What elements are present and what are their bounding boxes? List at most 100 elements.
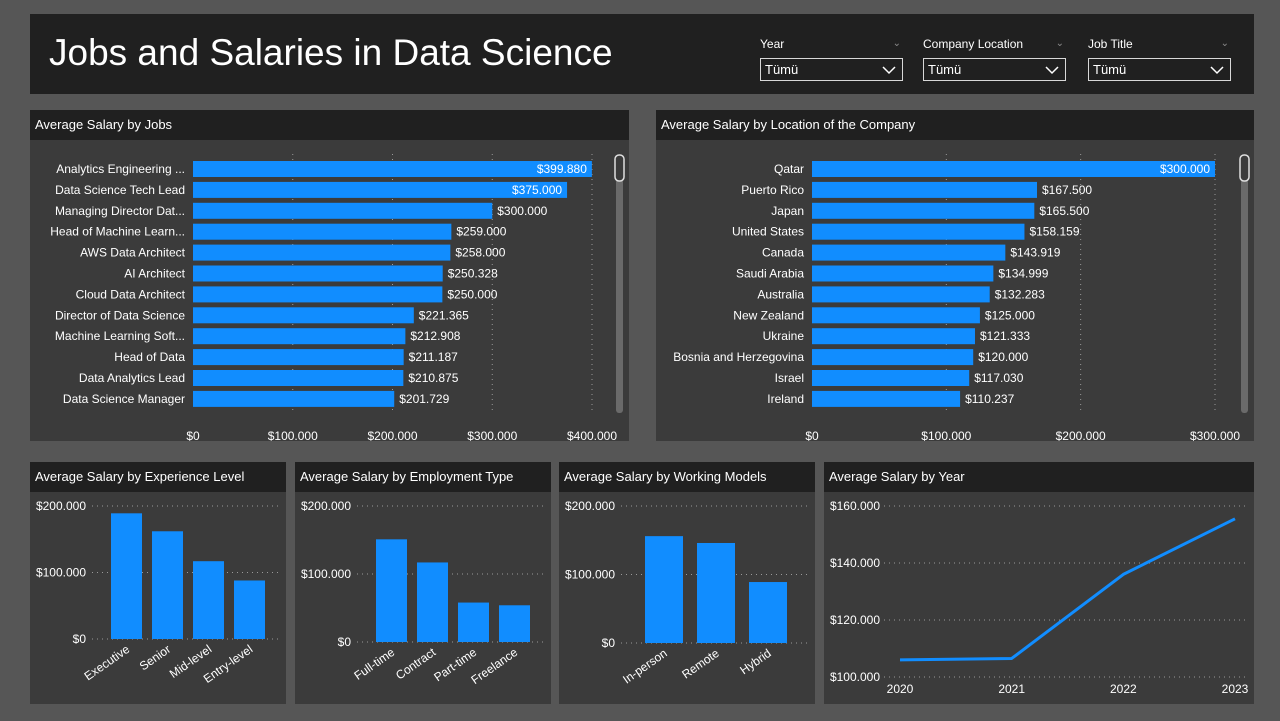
x-tick-label: $300.000 bbox=[1190, 429, 1240, 441]
y-tick-label: $100.000 bbox=[301, 567, 351, 581]
data-label: $120.000 bbox=[978, 350, 1028, 364]
bar bbox=[697, 542, 735, 643]
year-filter-label: Year bbox=[760, 37, 785, 51]
bar bbox=[234, 580, 265, 639]
x-tick-label: 2021 bbox=[998, 682, 1025, 696]
scrollbar-track bbox=[616, 155, 623, 413]
employment-bar-chart: $0$100.000$200.000Full-timeContractPart-… bbox=[301, 499, 545, 687]
chevron-down-icon[interactable]: ⌄ bbox=[892, 38, 901, 49]
job-title-dropdown[interactable]: Tümü bbox=[1088, 58, 1231, 81]
chart-title: Average Salary by Working Models bbox=[559, 462, 815, 492]
chevron-down-icon bbox=[882, 66, 896, 75]
category-label: Japan bbox=[771, 204, 804, 218]
working-models-chart-panel: Average Salary by Working Models $0 $100.… bbox=[559, 462, 815, 704]
year-dropdown-value: Tümü bbox=[765, 62, 799, 77]
year-dropdown[interactable]: Tümü bbox=[760, 58, 903, 81]
bar bbox=[193, 286, 443, 303]
y-tick-label: $0 bbox=[602, 636, 616, 650]
category-label: Full-time bbox=[351, 645, 397, 683]
x-tick-label: $100.000 bbox=[921, 429, 971, 441]
x-tick-label: $0 bbox=[186, 429, 200, 441]
bar bbox=[812, 161, 1215, 177]
job-title-filter-label: Job Title bbox=[1088, 37, 1133, 51]
category-label: Director of Data Science bbox=[55, 308, 185, 322]
category-label: Remote bbox=[679, 646, 722, 682]
category-label: Puerto Rico bbox=[741, 183, 804, 197]
data-label: $300.000 bbox=[1160, 162, 1210, 176]
bar bbox=[749, 582, 787, 643]
bar bbox=[193, 202, 493, 219]
scrollbar-track bbox=[1241, 155, 1248, 413]
bar bbox=[111, 513, 142, 639]
bar bbox=[645, 536, 683, 643]
x-tick-label: 2023 bbox=[1222, 682, 1249, 696]
data-label: $110.237 bbox=[965, 392, 1014, 406]
chevron-down-icon bbox=[1045, 66, 1059, 75]
category-label: Contract bbox=[393, 645, 439, 683]
bar bbox=[812, 286, 990, 303]
category-label: Machine Learning Soft... bbox=[55, 329, 185, 343]
data-label: $165.500 bbox=[1039, 204, 1089, 218]
y-tick-label: $120.000 bbox=[830, 613, 880, 627]
page-title: Jobs and Salaries in Data Science bbox=[49, 32, 613, 73]
bar bbox=[458, 602, 489, 642]
bar bbox=[499, 605, 530, 642]
y-tick-label: $100.000 bbox=[830, 670, 880, 684]
chart-title: Average Salary by Year bbox=[824, 462, 1254, 492]
data-label: $143.919 bbox=[1010, 246, 1060, 260]
bar bbox=[193, 181, 568, 198]
y-tick-label: $200.000 bbox=[36, 499, 86, 513]
data-label: $211.187 bbox=[409, 350, 458, 364]
bar bbox=[812, 223, 1025, 240]
data-label: $212.908 bbox=[410, 329, 460, 343]
category-label: New Zealand bbox=[733, 308, 804, 322]
category-label: Ukraine bbox=[763, 329, 805, 343]
category-label: United States bbox=[732, 225, 804, 239]
chevron-down-icon[interactable]: ⌄ bbox=[1055, 38, 1064, 49]
jobs-bar-chart: $0 $100.000 $200.000 $300.000 $400.000 Analyt… bbox=[50, 154, 625, 441]
category-label: Freelance bbox=[468, 645, 520, 687]
data-label: $375.000 bbox=[512, 183, 562, 197]
category-label: In-person bbox=[620, 646, 670, 687]
x-tick-label: $200.000 bbox=[1056, 429, 1106, 441]
bar bbox=[812, 181, 1038, 198]
x-tick-label: 2022 bbox=[1110, 682, 1137, 696]
category-label: Head of Machine Learn... bbox=[50, 225, 185, 239]
bar bbox=[193, 265, 443, 282]
category-label: Data Science Manager bbox=[63, 392, 185, 406]
x-tick-label: $300.000 bbox=[467, 429, 517, 441]
bar bbox=[812, 244, 1006, 261]
bar bbox=[152, 531, 183, 639]
data-label: $134.999 bbox=[998, 267, 1048, 281]
category-label: Cloud Data Architect bbox=[76, 287, 186, 301]
category-label: AI Architect bbox=[124, 267, 185, 281]
y-tick-label: $0 bbox=[338, 635, 352, 649]
company-location-filter[interactable]: Company Location ⌄ Tümü bbox=[923, 36, 1066, 81]
category-label: Canada bbox=[762, 246, 804, 260]
data-label: $250.328 bbox=[448, 267, 498, 281]
year-filter[interactable]: Year ⌄ Tümü bbox=[760, 36, 903, 81]
bar bbox=[812, 328, 975, 345]
data-label: $158.159 bbox=[1029, 225, 1079, 239]
bar bbox=[417, 562, 448, 642]
job-title-filter[interactable]: Job Title ⌄ Tümü bbox=[1088, 36, 1231, 81]
bar bbox=[193, 561, 224, 639]
category-label: Managing Director Dat... bbox=[55, 204, 185, 218]
bar bbox=[193, 223, 452, 240]
y-tick-label: $200.000 bbox=[565, 499, 615, 513]
bar bbox=[193, 370, 404, 386]
x-tick-label: $0 bbox=[805, 429, 819, 441]
location-bar-chart: $0 $100.000 $200.000 $300.000 Qatar $300.000 P… bbox=[673, 154, 1250, 441]
y-tick-label: $100.000 bbox=[565, 568, 615, 582]
chevron-down-icon[interactable]: ⌄ bbox=[1220, 38, 1229, 49]
category-label: Australia bbox=[757, 287, 804, 301]
bar bbox=[812, 390, 961, 407]
bar bbox=[193, 328, 406, 345]
chevron-down-icon bbox=[1210, 66, 1224, 75]
company-location-dropdown[interactable]: Tümü bbox=[923, 58, 1066, 81]
chart-title: Average Salary by Employment Type bbox=[295, 462, 551, 492]
category-label: AWS Data Architect bbox=[80, 246, 186, 260]
bar bbox=[376, 539, 407, 642]
x-tick-label: 2020 bbox=[887, 682, 914, 696]
category-label: Executive bbox=[82, 642, 133, 683]
